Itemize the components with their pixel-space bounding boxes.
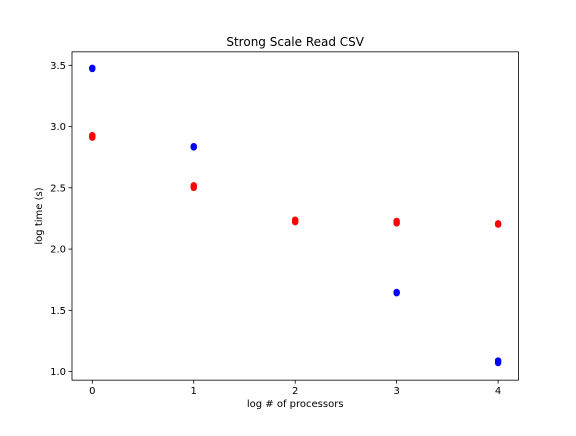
data-point-series-0 — [89, 64, 96, 71]
x-axis-label: log # of processors — [247, 399, 344, 410]
data-point-series-0 — [190, 142, 197, 150]
data-point-series-1 — [190, 182, 197, 189]
data-point-series-0 — [494, 357, 502, 364]
y-tick-label: 3.0 — [50, 122, 66, 133]
data-point-series-1 — [494, 220, 502, 227]
data-point-series-0 — [393, 288, 400, 296]
y-tick-label: 3.5 — [50, 61, 66, 72]
y-axis-label: log time (s) — [34, 187, 45, 244]
chart-title: Strong Scale Read CSV — [226, 35, 364, 49]
y-tick-label: 2.0 — [50, 245, 66, 256]
x-tick-label: 1 — [191, 386, 197, 397]
y-axis-ticks: 1.0 1.5 2.0 2.5 3.0 3.5 — [50, 61, 72, 378]
x-axis-ticks: 0 1 2 3 4 — [89, 380, 501, 397]
y-tick-label: 1.5 — [50, 306, 66, 317]
data-point-series-1 — [393, 217, 400, 225]
y-tick-label: 1.0 — [50, 367, 66, 378]
x-tick-label: 0 — [89, 386, 95, 397]
x-tick-label: 2 — [292, 386, 298, 397]
data-point-series-1 — [292, 216, 299, 223]
y-tick-label: 2.5 — [50, 183, 66, 194]
data-point-series-1 — [89, 131, 96, 139]
plot-area-frame — [71, 51, 519, 381]
x-tick-label: 3 — [393, 386, 399, 397]
x-tick-label: 4 — [495, 386, 501, 397]
data-points — [89, 64, 502, 367]
